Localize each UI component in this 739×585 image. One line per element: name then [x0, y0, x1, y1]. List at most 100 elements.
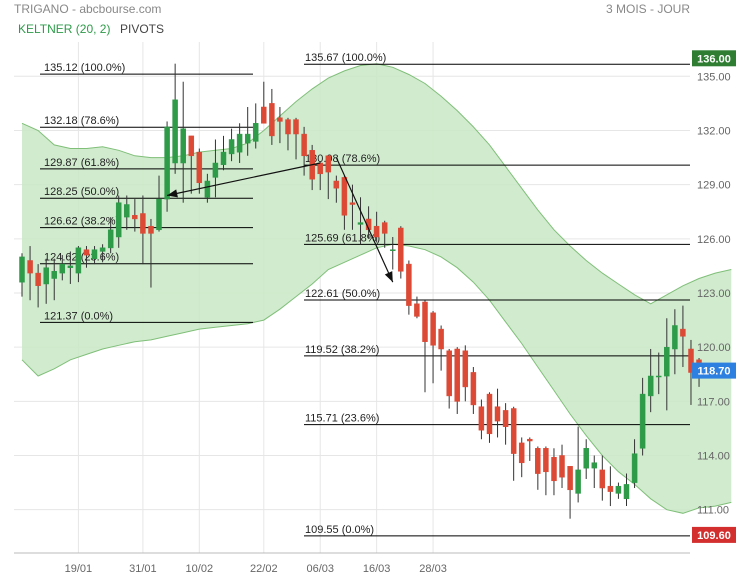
y-tick-label: 117.00 — [697, 396, 730, 408]
candle-up — [228, 139, 235, 155]
x-axis: 19/01 31/01 10/02 22/02 06/03 16/03 28/03 — [65, 563, 447, 575]
x-tick-label: 10/02 — [186, 563, 214, 575]
candle-down — [35, 272, 41, 286]
candle-down — [269, 103, 275, 137]
candle-up — [51, 271, 57, 279]
price-badge-label: 109.60 — [697, 530, 731, 542]
candle-down — [680, 328, 686, 337]
chart-title: TRIGANO - abcbourse.com — [14, 2, 161, 16]
candle-down — [486, 393, 493, 435]
fib-left-label: 126.62 (38.2%) — [44, 216, 119, 228]
price-badge — [692, 50, 736, 67]
candle-down — [430, 312, 436, 346]
candle-down — [277, 117, 283, 122]
candle-up — [575, 469, 581, 494]
fib-right-label: 130.08 (78.6%) — [305, 153, 380, 165]
x-tick-label: 16/03 — [363, 563, 391, 575]
candle-down — [527, 438, 533, 442]
candle-down — [373, 225, 380, 238]
candle-down — [398, 227, 404, 272]
chart-header: TRIGANO - abcbourse.com 3 MOIS - JOUR KE… — [14, 2, 690, 36]
candle-down — [301, 133, 307, 157]
fib-right-label: 109.55 (0.0%) — [305, 524, 374, 536]
annotation-arrow — [335, 157, 394, 283]
y-tick-label: 111.00 — [697, 505, 729, 517]
fib-left-label: 128.25 (50.0%) — [44, 186, 119, 198]
candle-up — [244, 133, 251, 144]
fib-right-label: 119.52 (38.2%) — [305, 344, 379, 356]
candle-up — [236, 133, 243, 153]
candle-down — [543, 448, 549, 473]
candle-down — [599, 469, 606, 489]
keltner-upper-line — [21, 63, 732, 305]
candle-up — [172, 99, 178, 164]
candle-down — [414, 303, 420, 317]
candle-up — [623, 484, 630, 500]
candle-up — [672, 325, 678, 350]
candle-up — [647, 375, 654, 397]
price-badge — [692, 526, 736, 543]
chart-period: 3 MOIS - JOUR — [606, 2, 690, 16]
candle-down — [140, 213, 146, 234]
price-badge — [692, 362, 736, 379]
candle-up — [204, 180, 211, 198]
indicator-keltner-label[interactable]: KELTNER (20, 2) — [18, 22, 110, 36]
arrow-head — [384, 271, 393, 283]
candle-up — [252, 123, 259, 142]
candle-down — [470, 372, 477, 406]
candle-down — [422, 301, 428, 342]
fib-right-label: 125.69 (61.8%) — [305, 232, 380, 244]
candle-up — [631, 453, 638, 483]
candle-up — [583, 448, 589, 469]
candle-up — [43, 267, 49, 285]
y-tick-label: 126.00 — [697, 234, 731, 246]
candle-down — [325, 155, 332, 173]
candle-up — [639, 393, 646, 449]
x-tick-label: 28/03 — [419, 563, 447, 575]
price-badge-label: 136.00 — [697, 53, 731, 65]
candle-down — [688, 348, 694, 373]
candle-down — [406, 263, 412, 306]
y-axis: 111.00 114.00 117.00 120.00 123.00 126.00 129.… — [697, 71, 731, 516]
indicator-pivots-label[interactable]: PIVOTS — [120, 22, 164, 36]
candle-down — [132, 215, 138, 220]
fib-left-label: 135.12 (100.0%) — [44, 62, 125, 74]
x-tick-label: 31/01 — [129, 563, 157, 575]
x-tick-label: 19/01 — [65, 563, 93, 575]
candle-down — [462, 350, 469, 388]
candle-down — [567, 466, 573, 491]
annotation-arrows — [166, 157, 394, 283]
price-badge-label: 118.70 — [697, 366, 730, 378]
candle-up — [357, 222, 364, 225]
candle-up — [19, 256, 25, 283]
candle-down — [478, 406, 485, 431]
fibonacci-levels: 135.12 (100.0%) 132.18 (78.6%) 129.87 (61.… — [40, 52, 690, 537]
candle-down — [148, 225, 154, 234]
candle-down — [261, 106, 267, 124]
x-tick-label: 06/03 — [306, 563, 334, 575]
fib-left-label: 124.62 (23.6%) — [44, 252, 119, 264]
candle-down — [188, 135, 195, 157]
candle-up — [591, 462, 598, 469]
candle-down — [518, 442, 525, 464]
fib-right-label: 122.61 (50.0%) — [305, 288, 380, 300]
candle-down — [446, 350, 452, 397]
candle-up — [615, 485, 622, 494]
candles — [19, 63, 702, 519]
candle-down — [196, 151, 203, 184]
candle-up — [180, 128, 186, 164]
fib-left-label: 121.37 (0.0%) — [44, 310, 113, 322]
candle-down — [293, 119, 299, 135]
candle-down — [83, 249, 90, 256]
candle-down — [27, 260, 33, 274]
arrow-head — [167, 189, 178, 198]
candle-up — [59, 263, 66, 274]
candle-up — [220, 151, 227, 165]
candle-up — [99, 247, 106, 252]
annotation-arrow — [166, 162, 321, 197]
candle-up — [91, 249, 98, 259]
candle-down — [510, 408, 517, 454]
candle-up — [390, 249, 396, 251]
